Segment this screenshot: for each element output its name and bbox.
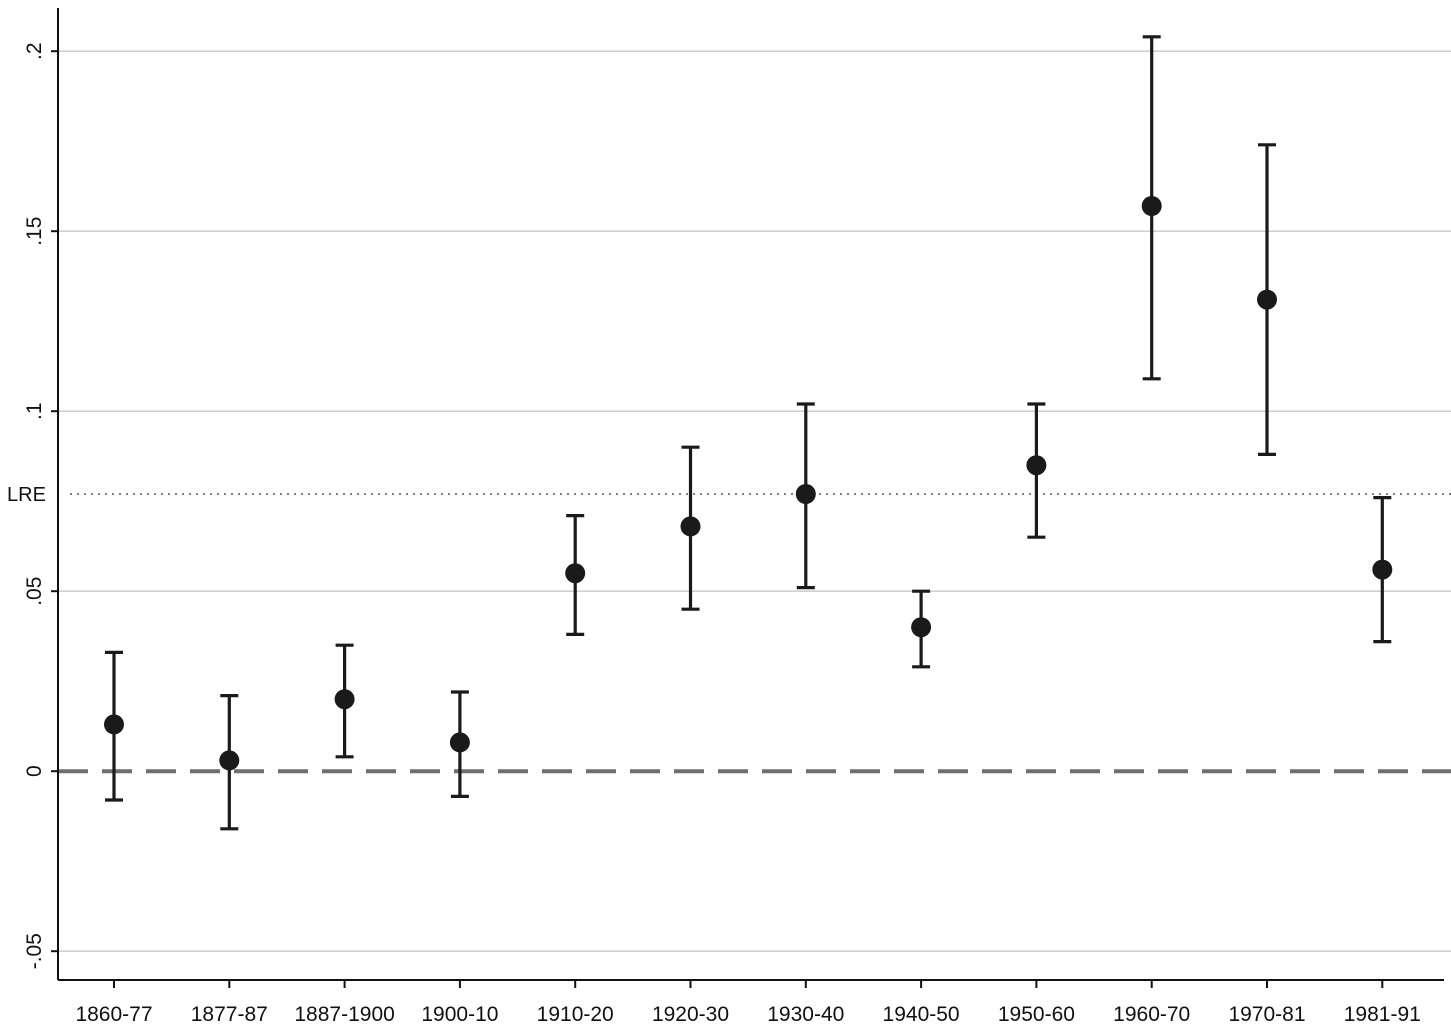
- point-estimate: [219, 750, 240, 771]
- x-tick-label: 1910-20: [537, 1003, 614, 1024]
- point-estimate: [1257, 289, 1277, 310]
- x-tick-label: 1860-77: [75, 1003, 152, 1024]
- x-tick-label: 1887-1900: [294, 1003, 394, 1024]
- point-estimate: [911, 617, 932, 638]
- x-tick-label: 1900-10: [421, 1003, 498, 1024]
- x-axis-ticks: 1860-77 1877-87 1887-1900 1900-10 1910-20 192…: [75, 980, 1421, 1024]
- x-tick-label: 1930-40: [767, 1003, 844, 1024]
- x-tick-label: 1970-81: [1228, 1003, 1305, 1024]
- y-tick-label: .05: [23, 577, 46, 606]
- y-tick-label: 0: [23, 765, 46, 777]
- x-tick-label: 1981-91: [1344, 1003, 1421, 1024]
- error-bars: [105, 35, 1392, 831]
- y-tick-label: .15: [23, 217, 46, 246]
- lre-label: LRE: [7, 484, 46, 506]
- y-tick-label: -.05: [23, 933, 46, 969]
- x-tick-label: 1920-30: [652, 1003, 729, 1024]
- axes: [57, 8, 1444, 981]
- x-tick-label: 1950-60: [998, 1003, 1075, 1024]
- x-tick-label: 1940-50: [883, 1003, 960, 1024]
- y-tick-label: .2: [23, 42, 46, 60]
- x-tick-label: 1960-70: [1113, 1003, 1190, 1024]
- y-axis-ticks: -.05 0 .05 .1 .15 .2: [23, 42, 58, 969]
- point-estimates: [104, 196, 1393, 771]
- point-estimate: [1141, 196, 1162, 216]
- point-estimate: [334, 689, 355, 710]
- point-estimate: [104, 714, 124, 735]
- grid-lines: [58, 50, 1451, 952]
- y-tick-label: .1: [23, 402, 46, 420]
- point-estimate: [680, 516, 701, 537]
- point-estimate: [449, 732, 470, 753]
- point-estimate: [1372, 559, 1393, 580]
- point-estimate: [1026, 455, 1047, 476]
- x-tick-label: 1877-87: [191, 1003, 268, 1024]
- point-estimate: [795, 484, 816, 504]
- reference-lines: LRE: [7, 484, 1451, 774]
- point-estimate: [565, 563, 586, 584]
